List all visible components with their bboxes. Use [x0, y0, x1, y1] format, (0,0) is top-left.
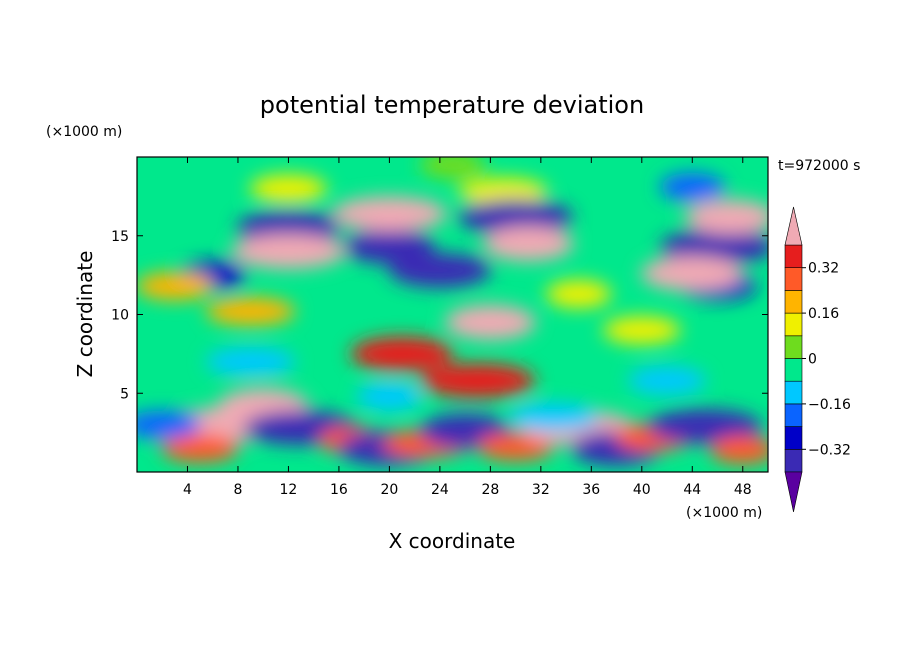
x-tick-label: 4 — [183, 482, 192, 498]
colorbar-tick-label: −0.32 — [808, 442, 851, 458]
y-tick-label: 10 — [111, 308, 129, 324]
x-tick-label: 44 — [683, 482, 701, 498]
x-tick-label: 12 — [280, 482, 298, 498]
field-feature — [331, 196, 447, 232]
field-layer — [137, 157, 768, 466]
colorbar-tick-label: 0.16 — [808, 306, 839, 322]
y-axis-label: Z coordinate — [73, 251, 97, 378]
field-feature — [137, 271, 214, 301]
x-axis-ticks: 4 8 12 16 20 24 28 32 36 40 44 48 — [183, 157, 752, 498]
colorbar-band — [784, 312, 803, 337]
field-feature — [350, 336, 454, 372]
field-feature — [545, 279, 612, 309]
y-tick-label: 5 — [120, 386, 129, 402]
field-feature — [205, 297, 296, 326]
colorbar-tick-label: −0.16 — [808, 397, 851, 413]
colorbar-band — [784, 244, 803, 269]
field-feature — [476, 432, 555, 461]
field-feature — [602, 316, 681, 345]
field-feature — [628, 366, 706, 395]
x-tick-label: 8 — [233, 482, 242, 498]
x-tick-label: 32 — [532, 482, 550, 498]
field-feature — [444, 305, 536, 340]
field-feature — [660, 229, 768, 265]
colorbar-tick-label: 0.32 — [808, 261, 839, 277]
field-feature — [388, 253, 492, 288]
field-feature — [508, 402, 599, 432]
y-tick-label: 15 — [111, 229, 129, 245]
field-feature — [458, 199, 574, 235]
x-unit-label: (×1000 m) — [686, 505, 762, 521]
colorbar-band — [784, 426, 803, 450]
x-tick-label: 24 — [431, 482, 449, 498]
x-axis-label: X coordinate — [389, 529, 516, 553]
x-tick-label: 36 — [582, 482, 600, 498]
colorbar-band — [784, 267, 803, 291]
field-feature — [420, 363, 536, 398]
field-feature — [137, 410, 202, 439]
x-tick-label: 48 — [734, 482, 752, 498]
field-feature — [161, 434, 239, 463]
y-axis-ticks: 5 10 15 — [111, 229, 768, 402]
chart-title: potential temperature deviation — [260, 91, 644, 119]
colorbar-band — [784, 335, 803, 359]
field-feature — [249, 174, 328, 203]
field-feature — [482, 226, 574, 261]
field-feature — [659, 172, 726, 202]
time-label: t=972000 s — [778, 158, 860, 174]
field-feature — [343, 229, 435, 265]
plot-area — [137, 157, 768, 472]
colorbar-top-arrow — [784, 206, 803, 246]
field-feature — [684, 199, 768, 235]
field-feature — [458, 177, 548, 206]
colorbar-bottom-arrow — [784, 471, 803, 513]
field-feature — [640, 256, 744, 291]
x-tick-label: 40 — [633, 482, 651, 498]
field-feature — [231, 234, 346, 269]
field-feature — [709, 435, 768, 465]
colorbar-band — [784, 358, 803, 382]
colorbar-band — [784, 448, 803, 473]
colorbar-band — [784, 403, 803, 427]
colorbar-tick-label: 0 — [808, 352, 817, 368]
x-tick-label: 20 — [380, 482, 398, 498]
field-feature — [647, 409, 763, 444]
colorbar: 0.32 0.16 0 −0.16 −0.32 — [784, 206, 851, 513]
y-unit-label: (×1000 m) — [46, 124, 122, 140]
x-tick-label: 28 — [481, 482, 499, 498]
field-feature — [205, 347, 296, 376]
field-feature — [419, 157, 486, 180]
field-feature — [356, 382, 423, 411]
x-tick-label: 16 — [330, 482, 348, 498]
colorbar-band — [784, 380, 803, 405]
colorbar-band — [784, 290, 803, 314]
